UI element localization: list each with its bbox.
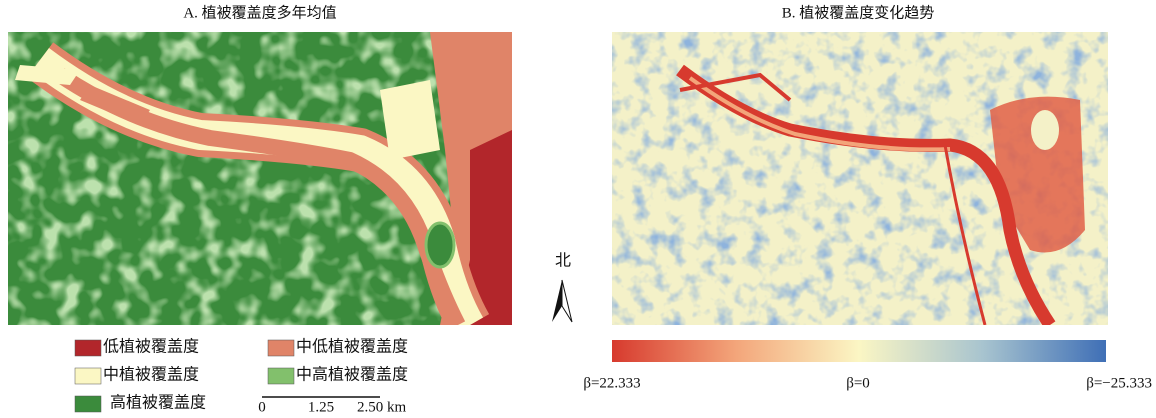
legend-swatch: [75, 340, 101, 356]
legend-swatch: [268, 340, 294, 356]
north-arrow: [562, 280, 572, 322]
trend-region: [1031, 110, 1059, 150]
colorbar-label: β=−25.333: [1086, 375, 1152, 391]
region: [380, 80, 440, 160]
scale-label: 0: [258, 399, 266, 415]
legend-label: 中植被覆盖度: [103, 366, 199, 384]
map-b: [612, 32, 1108, 325]
north-label: 北: [555, 252, 571, 270]
colorbar: [612, 340, 1106, 362]
legend-label: 中高植被覆盖度: [296, 366, 408, 384]
figure: A. 植被覆盖度多年均值 B. 植被覆盖度变化趋势 北 β=22.333 β=0…: [0, 0, 1156, 418]
panel-title: B. 植被覆盖度变化趋势: [782, 4, 935, 21]
legend-label: 低植被覆盖度: [103, 338, 199, 356]
legend-label: 中低植被覆盖度: [296, 338, 408, 356]
legend-swatch: [268, 368, 294, 384]
colorbar-label: β=22.333: [583, 375, 640, 391]
island: [426, 223, 454, 267]
legend-swatch: [75, 368, 101, 384]
legend-label: 高植被覆盖度: [110, 394, 206, 412]
map-a: [8, 32, 512, 325]
north-arrow: [552, 280, 562, 322]
colorbar-label: β=0: [846, 375, 870, 391]
scale-label: 1.25: [308, 399, 334, 415]
legend-swatch: [75, 396, 101, 412]
panel-title: A. 植被覆盖度多年均值: [183, 4, 336, 21]
scale-label: 2.50 km: [357, 399, 407, 415]
